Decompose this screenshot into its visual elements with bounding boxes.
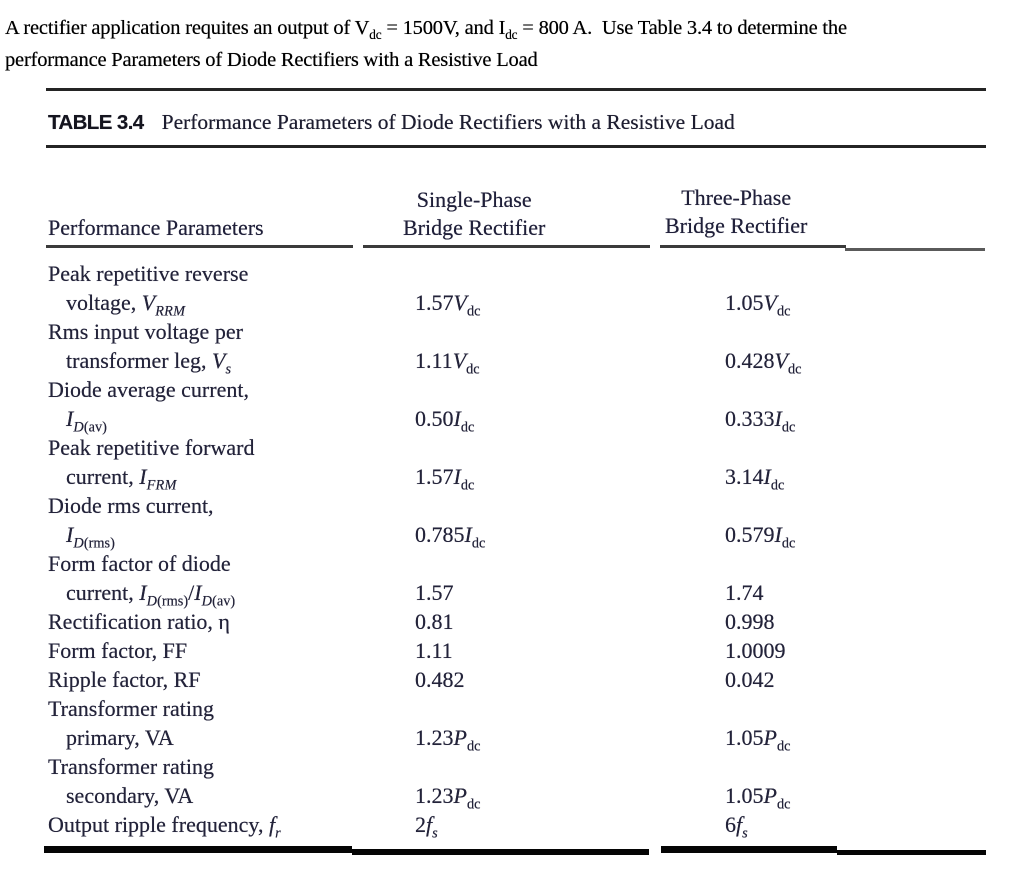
cell-three-phase-value: 1.05Pdc (725, 783, 791, 813)
table-row: Diode average current, ID(av) 0.50Idc 0.333… (48, 375, 1008, 436)
row-label-line: Transformer rating (48, 696, 214, 721)
table-bottom-rule-segment-3 (661, 846, 837, 853)
table-body: Peak repetitive reverse voltage, VRRM 1.57… (48, 259, 1008, 842)
row-label: Rectification ratio, η (48, 607, 415, 636)
row-label-line: secondary, VA (66, 783, 194, 808)
table-row: Transformer rating primary, VA 1.23Pdc 1.05… (48, 694, 1008, 755)
table-bottom-rule-segment-1 (44, 846, 352, 853)
row-label: Transformer rating primary, VA (48, 694, 415, 752)
column-header-three-phase-line1: Three-Phase (681, 185, 792, 210)
header-underline-parameters (46, 245, 353, 248)
cell-single-phase-value: 1.11Vdc (415, 348, 480, 378)
row-label-line: Transformer rating (48, 754, 214, 779)
column-header-single-phase: Single-Phase Bridge Rectifier (403, 186, 545, 242)
cell-single-phase-value: 1.57Vdc (415, 290, 481, 320)
table-row: Rms input voltage per transformer leg, Vs… (48, 317, 1008, 378)
table-row: Transformer rating secondary, VA 1.23Pdc 1.… (48, 752, 1008, 813)
table-row: Peak repetitive reverse voltage, VRRM 1.57… (48, 259, 1008, 320)
cell-three-phase-value: 0.042 (725, 667, 775, 692)
table-row: Ripple factor, RF 0.482 0.042 (48, 665, 1008, 694)
table-top-rule (46, 88, 986, 91)
row-label-line: Peak repetitive forward (48, 435, 255, 460)
header-underline-three-phase (660, 245, 846, 248)
table-title: Performance Parameters of Diode Rectifie… (161, 110, 735, 134)
row-label-line: Output ripple frequency, fr (48, 812, 281, 842)
table-row: Diode rms current, ID(rms) 0.785Idc 0.579Id… (48, 491, 1008, 552)
row-label: Diode rms current, ID(rms) (48, 491, 415, 552)
cell-three-phase-value: 3.14Idc (725, 464, 785, 494)
table-row: Form factor, FF 1.11 1.0009 (48, 636, 1008, 665)
column-header-three-phase: Three-Phase Bridge Rectifier (665, 184, 807, 240)
row-label-line: voltage, VRRM (66, 290, 186, 320)
cell-single-phase-value: 1.57Idc (415, 464, 475, 494)
row-label-line: current, IFRM (66, 464, 177, 494)
cell-single-phase-value: 0.81 (415, 609, 454, 634)
cell-single-phase-value: 1.23Pdc (415, 783, 481, 813)
table-title-row: TABLE 3.4 Performance Parameters of Diode… (48, 108, 985, 137)
cell-single-phase-value: 0.50Idc (415, 406, 475, 436)
row-label: Output ripple frequency, fr (48, 810, 415, 842)
row-label-line: Rectification ratio, η (48, 609, 230, 634)
table-bottom-rule-segment-2 (352, 849, 649, 855)
column-header-three-phase-line2: Bridge Rectifier (665, 213, 808, 238)
table-row: Peak repetitive forward current, IFRM 1.57… (48, 433, 1008, 494)
cell-single-phase-value: 2fs (415, 812, 438, 842)
table-row: Output ripple frequency, fr 2fs 6fs (48, 810, 1008, 842)
cell-three-phase-value: 0.998 (725, 609, 775, 634)
row-label-line: Peak repetitive reverse (48, 261, 249, 286)
cell-three-phase-value: 0.428Vdc (725, 348, 802, 378)
row-label-line: Form factor, FF (48, 638, 188, 663)
row-label-line: current, ID(rms)/ID(av) (66, 580, 236, 610)
row-label-line: Form factor of diode (48, 551, 231, 576)
row-label-line: Diode rms current, (48, 493, 214, 518)
header-underline-three-phase-extension (845, 248, 985, 251)
table-row: Rectification ratio, η 0.81 0.998 (48, 607, 1008, 636)
row-label-line: ID(av) (66, 406, 107, 436)
problem-line-2: performance Parameters of Diode Rectifie… (5, 49, 538, 71)
problem-statement: A rectifier application requites an outp… (5, 12, 1021, 76)
row-label: Ripple factor, RF (48, 665, 415, 694)
row-label-line: Diode average current, (48, 377, 249, 402)
row-label: Form factor, FF (48, 636, 415, 665)
row-label: Form factor of diode current, ID(rms)/ID(… (48, 549, 415, 610)
column-header-single-phase-line1: Single-Phase (416, 187, 532, 212)
table-bottom-rule-segment-4 (837, 850, 986, 855)
column-header-parameters: Performance Parameters (48, 215, 264, 240)
row-label: Transformer rating secondary, VA (48, 752, 415, 810)
row-label: Peak repetitive forward current, IFRM (48, 433, 415, 494)
cell-three-phase-value: 1.0009 (725, 638, 786, 663)
cell-three-phase-value: 0.333Idc (725, 406, 796, 436)
cell-three-phase-value: 1.05Pdc (725, 725, 791, 755)
problem-line-1: A rectifier application requites an outp… (5, 17, 847, 43)
table-row: Form factor of diode current, ID(rms)/ID(… (48, 549, 1008, 610)
cell-three-phase-value: 1.05Vdc (725, 290, 791, 320)
cell-single-phase-value: 1.57 (415, 580, 454, 605)
row-label: Peak repetitive reverse voltage, VRRM (48, 259, 415, 320)
cell-three-phase-value: 0.579Idc (725, 522, 796, 552)
row-label-line: transformer leg, Vs (66, 348, 232, 378)
cell-single-phase-value: 1.23Pdc (415, 725, 481, 755)
row-label: Diode average current, ID(av) (48, 375, 415, 436)
cell-single-phase-value: 0.482 (415, 667, 465, 692)
cell-single-phase-value: 1.11 (415, 638, 453, 663)
row-label-line: ID(rms) (66, 522, 115, 552)
cell-single-phase-value: 0.785Idc (415, 522, 486, 552)
row-label: Rms input voltage per transformer leg, Vs (48, 317, 415, 378)
row-label-line: Ripple factor, RF (48, 667, 201, 692)
row-label-line: primary, VA (66, 725, 174, 750)
table-mid-rule (46, 145, 986, 148)
table-label: TABLE 3.4 (48, 111, 144, 134)
row-label-line: Rms input voltage per (48, 319, 243, 344)
column-header-single-phase-line2: Bridge Rectifier (403, 215, 546, 240)
cell-three-phase-value: 1.74 (725, 580, 764, 605)
cell-three-phase-value: 6fs (725, 812, 748, 842)
header-underline-single-phase (363, 245, 650, 248)
